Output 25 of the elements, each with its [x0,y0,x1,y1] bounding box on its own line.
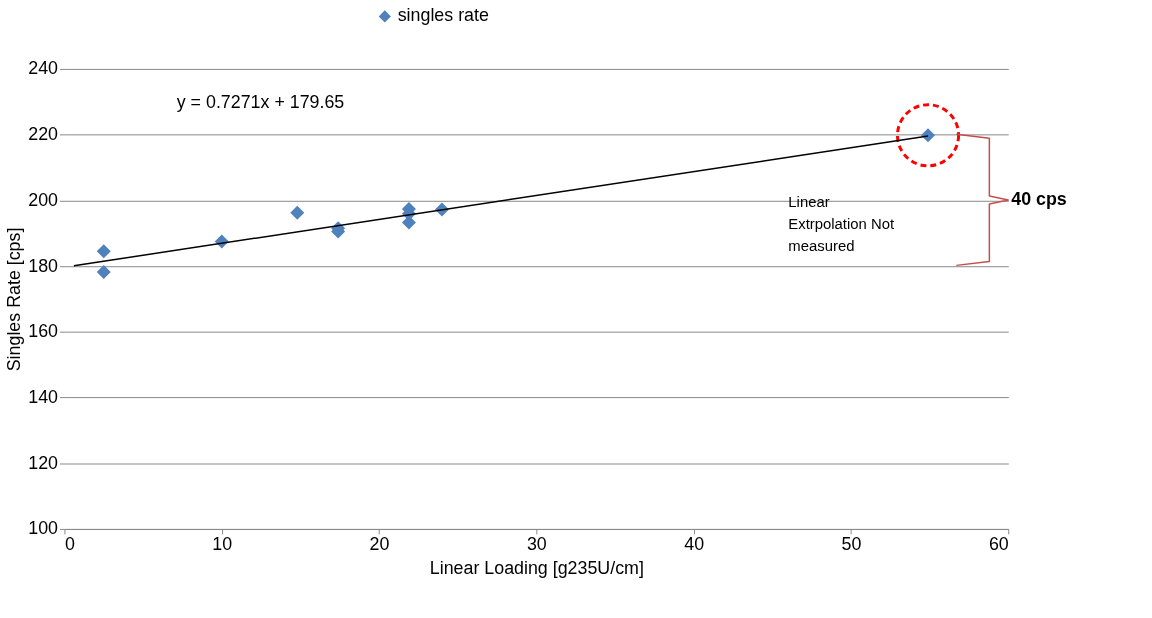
point [96,244,111,259]
y-axis-title: Singles Rate [cps] [4,227,25,372]
x-tick-label: 40 [684,534,705,555]
y-tick-label: 200 [28,189,59,210]
point [921,128,936,143]
y-tick-label: 140 [28,386,59,407]
text: 40 cps [1011,189,1067,209]
point [290,205,305,220]
x-axis-title: Linear Loading [g235U/cm] [429,558,644,579]
y-tick-label: 100 [28,518,59,539]
x-tick-label: 20 [369,534,390,555]
x-tick-label: 0 [64,534,75,555]
annotation: Linear Extrpolation Not measured [788,194,895,254]
annotation: y = 0.7271x + 179.65 [176,92,345,113]
x-tick-label: 50 [841,534,862,555]
x-tick-label: 30 [526,534,547,555]
y-tick-label: 160 [28,321,59,342]
y-tick-label: 240 [28,58,59,79]
y-tick-label: 120 [28,452,59,473]
legend-label: singles rate [397,5,489,26]
y-tick-label: 180 [28,255,59,276]
x-tick-label: 60 [988,534,1009,555]
x-tick-label: 10 [212,534,233,555]
y-tick-label: 220 [28,124,59,145]
point [96,264,111,280]
